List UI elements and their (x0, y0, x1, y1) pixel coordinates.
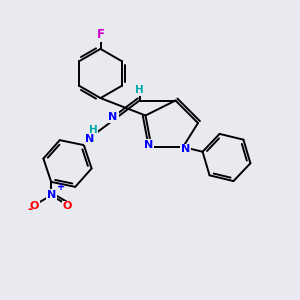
Text: N: N (181, 144, 190, 154)
Text: N: N (144, 140, 153, 150)
Text: F: F (97, 28, 104, 41)
Text: +: + (57, 182, 65, 192)
Text: -: - (27, 203, 32, 216)
Text: N: N (85, 134, 94, 145)
Text: H: H (88, 125, 98, 135)
Text: N: N (109, 112, 118, 122)
Text: H: H (135, 85, 144, 95)
Text: O: O (30, 202, 39, 212)
Text: O: O (63, 202, 72, 212)
Text: N: N (46, 190, 56, 200)
